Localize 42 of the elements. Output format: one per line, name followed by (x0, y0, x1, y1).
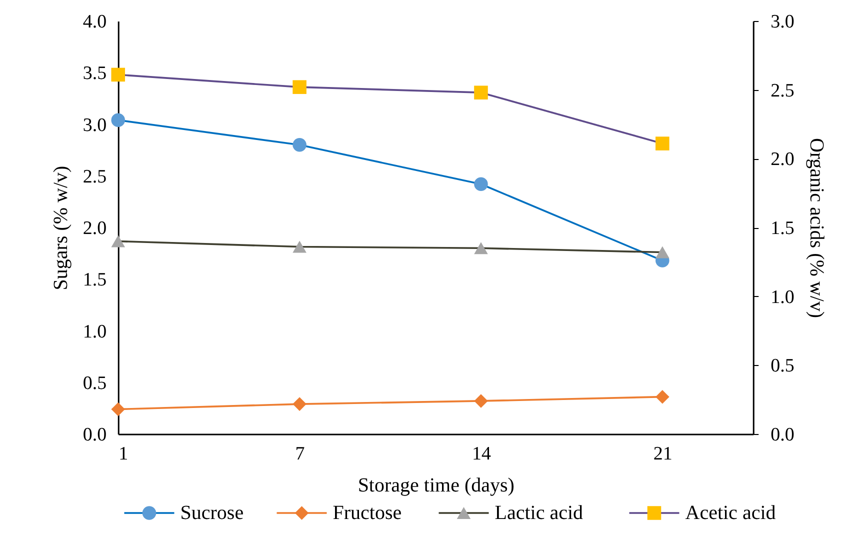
x-tick-label: 7 (295, 444, 305, 464)
y-tick-label: 3.5 (82, 63, 107, 84)
y-tick-label: 0.5 (82, 372, 107, 394)
y-tick-label: 3.0 (82, 114, 107, 136)
x-tick-label: 21 (653, 444, 672, 464)
legend-label: Lactic acid (494, 502, 584, 524)
y2-axis-title: Organic acids (% w/v) (805, 138, 828, 318)
y-tick-label: 2.0 (82, 218, 107, 239)
x-tick-label: 14 (472, 444, 492, 464)
point (474, 394, 488, 408)
y2-tick-label: 0.5 (770, 356, 794, 377)
legend-label: Acetic acid (685, 502, 776, 524)
y-tick-label: 4.0 (82, 12, 107, 32)
point (292, 80, 306, 94)
y2-tick-label: 0.0 (770, 424, 794, 446)
legend-label: Fructose (332, 502, 402, 524)
y-tick-label: 1.0 (82, 321, 107, 342)
point (111, 113, 126, 127)
point (474, 242, 488, 254)
point (656, 246, 670, 258)
y2-tick-label: 2.5 (770, 80, 794, 102)
point (292, 397, 306, 411)
point (292, 240, 306, 253)
legend-label: Sucrose (180, 502, 244, 524)
point (111, 402, 126, 416)
y-tick-label: 2.5 (82, 166, 107, 188)
point (292, 138, 306, 152)
x-axis-title: Storage time (days) (358, 474, 514, 496)
y2-tick-label: 3.0 (770, 12, 794, 32)
y-tick-label: 0.0 (82, 424, 107, 446)
y-tick-label: 1.5 (82, 270, 107, 291)
point (111, 235, 126, 248)
x-tick-label: 1 (118, 444, 128, 464)
point (474, 177, 488, 192)
point (474, 86, 488, 100)
y-axis-title: Sugars (% w/v) (50, 166, 72, 290)
point (111, 68, 126, 82)
point (656, 136, 670, 150)
y2-tick-label: 1.0 (770, 286, 794, 308)
point (656, 390, 670, 404)
y2-tick-label: 1.5 (770, 218, 794, 239)
y2-tick-label: 2.0 (770, 149, 794, 170)
